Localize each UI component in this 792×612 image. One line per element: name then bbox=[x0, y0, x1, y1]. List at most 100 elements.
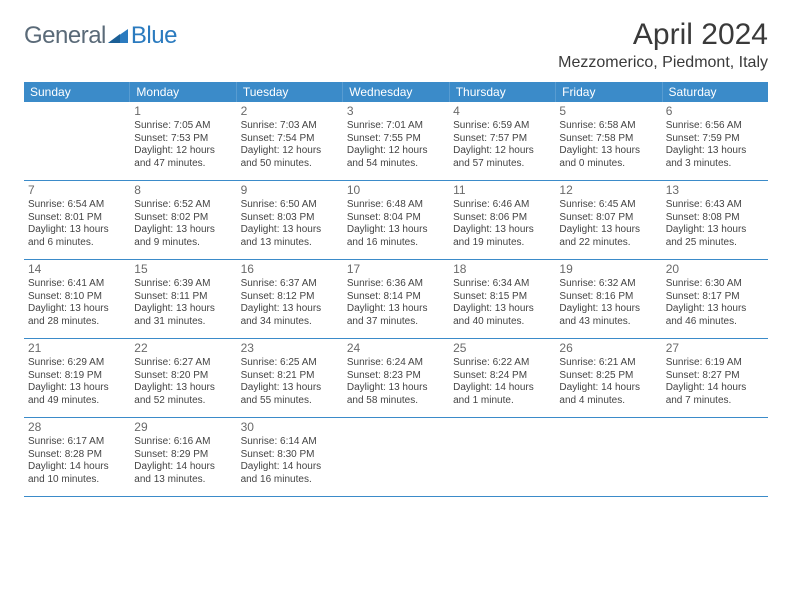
day-cell bbox=[555, 418, 661, 496]
sunrise-line: Sunrise: 6:24 AM bbox=[347, 357, 445, 370]
sunrise-line: Sunrise: 6:54 AM bbox=[28, 199, 126, 212]
weekday-header: Friday bbox=[556, 82, 662, 102]
daylight-line: Daylight: 13 hours and 55 minutes. bbox=[241, 382, 339, 407]
day-cell bbox=[449, 418, 555, 496]
sunset-line: Sunset: 8:23 PM bbox=[347, 370, 445, 383]
day-number: 12 bbox=[559, 183, 657, 198]
sunrise-line: Sunrise: 6:43 AM bbox=[666, 199, 764, 212]
daylight-line: Daylight: 13 hours and 28 minutes. bbox=[28, 303, 126, 328]
day-number: 27 bbox=[666, 341, 764, 356]
sunset-line: Sunset: 8:02 PM bbox=[134, 212, 232, 225]
day-number: 20 bbox=[666, 262, 764, 277]
sunset-line: Sunset: 7:58 PM bbox=[559, 133, 657, 146]
day-cell: 12Sunrise: 6:45 AMSunset: 8:07 PMDayligh… bbox=[555, 181, 661, 259]
day-number: 26 bbox=[559, 341, 657, 356]
sunrise-line: Sunrise: 6:41 AM bbox=[28, 278, 126, 291]
daylight-line: Daylight: 14 hours and 4 minutes. bbox=[559, 382, 657, 407]
sunrise-line: Sunrise: 7:05 AM bbox=[134, 120, 232, 133]
day-cell: 15Sunrise: 6:39 AMSunset: 8:11 PMDayligh… bbox=[130, 260, 236, 338]
week-row: 7Sunrise: 6:54 AMSunset: 8:01 PMDaylight… bbox=[24, 181, 768, 260]
day-number: 8 bbox=[134, 183, 232, 198]
daylight-line: Daylight: 14 hours and 13 minutes. bbox=[134, 461, 232, 486]
day-cell: 25Sunrise: 6:22 AMSunset: 8:24 PMDayligh… bbox=[449, 339, 555, 417]
day-number: 13 bbox=[666, 183, 764, 198]
sunrise-line: Sunrise: 6:58 AM bbox=[559, 120, 657, 133]
day-number: 2 bbox=[241, 104, 339, 119]
sunrise-line: Sunrise: 6:25 AM bbox=[241, 357, 339, 370]
daylight-line: Daylight: 13 hours and 22 minutes. bbox=[559, 224, 657, 249]
day-cell: 18Sunrise: 6:34 AMSunset: 8:15 PMDayligh… bbox=[449, 260, 555, 338]
day-number: 9 bbox=[241, 183, 339, 198]
sunrise-line: Sunrise: 6:16 AM bbox=[134, 436, 232, 449]
daylight-line: Daylight: 13 hours and 0 minutes. bbox=[559, 145, 657, 170]
week-row: 14Sunrise: 6:41 AMSunset: 8:10 PMDayligh… bbox=[24, 260, 768, 339]
daylight-line: Daylight: 12 hours and 47 minutes. bbox=[134, 145, 232, 170]
day-cell: 23Sunrise: 6:25 AMSunset: 8:21 PMDayligh… bbox=[237, 339, 343, 417]
sunrise-line: Sunrise: 6:27 AM bbox=[134, 357, 232, 370]
day-cell bbox=[24, 102, 130, 180]
day-cell: 5Sunrise: 6:58 AMSunset: 7:58 PMDaylight… bbox=[555, 102, 661, 180]
sunrise-line: Sunrise: 6:39 AM bbox=[134, 278, 232, 291]
day-number: 21 bbox=[28, 341, 126, 356]
daylight-line: Daylight: 13 hours and 58 minutes. bbox=[347, 382, 445, 407]
sunset-line: Sunset: 8:21 PM bbox=[241, 370, 339, 383]
sunset-line: Sunset: 8:06 PM bbox=[453, 212, 551, 225]
sunset-line: Sunset: 8:30 PM bbox=[241, 449, 339, 462]
sunrise-line: Sunrise: 6:19 AM bbox=[666, 357, 764, 370]
day-cell: 17Sunrise: 6:36 AMSunset: 8:14 PMDayligh… bbox=[343, 260, 449, 338]
sunset-line: Sunset: 7:59 PM bbox=[666, 133, 764, 146]
sunrise-line: Sunrise: 6:50 AM bbox=[241, 199, 339, 212]
day-number: 25 bbox=[453, 341, 551, 356]
daylight-line: Daylight: 13 hours and 19 minutes. bbox=[453, 224, 551, 249]
sunset-line: Sunset: 8:14 PM bbox=[347, 291, 445, 304]
daylight-line: Daylight: 13 hours and 9 minutes. bbox=[134, 224, 232, 249]
daylight-line: Daylight: 12 hours and 50 minutes. bbox=[241, 145, 339, 170]
weekday-header: Tuesday bbox=[237, 82, 343, 102]
sunrise-line: Sunrise: 6:36 AM bbox=[347, 278, 445, 291]
header: General Blue April 2024 Mezzomerico, Pie… bbox=[24, 18, 768, 72]
weekday-header: Saturday bbox=[663, 82, 768, 102]
page-title: April 2024 bbox=[558, 18, 768, 52]
day-cell bbox=[662, 418, 768, 496]
sunrise-line: Sunrise: 6:30 AM bbox=[666, 278, 764, 291]
day-cell: 14Sunrise: 6:41 AMSunset: 8:10 PMDayligh… bbox=[24, 260, 130, 338]
location-subtitle: Mezzomerico, Piedmont, Italy bbox=[558, 54, 768, 72]
sunset-line: Sunset: 8:24 PM bbox=[453, 370, 551, 383]
day-number: 22 bbox=[134, 341, 232, 356]
daylight-line: Daylight: 14 hours and 7 minutes. bbox=[666, 382, 764, 407]
sunset-line: Sunset: 8:16 PM bbox=[559, 291, 657, 304]
sunrise-line: Sunrise: 6:37 AM bbox=[241, 278, 339, 291]
weekday-header: Thursday bbox=[450, 82, 556, 102]
daylight-line: Daylight: 13 hours and 16 minutes. bbox=[347, 224, 445, 249]
daylight-line: Daylight: 13 hours and 52 minutes. bbox=[134, 382, 232, 407]
day-number: 30 bbox=[241, 420, 339, 435]
day-number: 7 bbox=[28, 183, 126, 198]
day-number: 4 bbox=[453, 104, 551, 119]
day-cell: 7Sunrise: 6:54 AMSunset: 8:01 PMDaylight… bbox=[24, 181, 130, 259]
sunrise-line: Sunrise: 6:52 AM bbox=[134, 199, 232, 212]
day-cell: 30Sunrise: 6:14 AMSunset: 8:30 PMDayligh… bbox=[237, 418, 343, 496]
daylight-line: Daylight: 13 hours and 25 minutes. bbox=[666, 224, 764, 249]
daylight-line: Daylight: 13 hours and 34 minutes. bbox=[241, 303, 339, 328]
sunset-line: Sunset: 7:55 PM bbox=[347, 133, 445, 146]
sunset-line: Sunset: 8:03 PM bbox=[241, 212, 339, 225]
day-cell: 4Sunrise: 6:59 AMSunset: 7:57 PMDaylight… bbox=[449, 102, 555, 180]
sunrise-line: Sunrise: 6:59 AM bbox=[453, 120, 551, 133]
sunset-line: Sunset: 8:04 PM bbox=[347, 212, 445, 225]
day-cell: 9Sunrise: 6:50 AMSunset: 8:03 PMDaylight… bbox=[237, 181, 343, 259]
day-number: 29 bbox=[134, 420, 232, 435]
sunset-line: Sunset: 8:08 PM bbox=[666, 212, 764, 225]
sunrise-line: Sunrise: 6:17 AM bbox=[28, 436, 126, 449]
sunrise-line: Sunrise: 7:03 AM bbox=[241, 120, 339, 133]
day-number: 19 bbox=[559, 262, 657, 277]
sunset-line: Sunset: 8:27 PM bbox=[666, 370, 764, 383]
sunset-line: Sunset: 8:25 PM bbox=[559, 370, 657, 383]
logo-triangle-icon bbox=[108, 27, 130, 45]
day-cell: 19Sunrise: 6:32 AMSunset: 8:16 PMDayligh… bbox=[555, 260, 661, 338]
daylight-line: Daylight: 13 hours and 43 minutes. bbox=[559, 303, 657, 328]
week-row: 21Sunrise: 6:29 AMSunset: 8:19 PMDayligh… bbox=[24, 339, 768, 418]
day-cell: 11Sunrise: 6:46 AMSunset: 8:06 PMDayligh… bbox=[449, 181, 555, 259]
day-number: 18 bbox=[453, 262, 551, 277]
day-cell: 8Sunrise: 6:52 AMSunset: 8:02 PMDaylight… bbox=[130, 181, 236, 259]
sunrise-line: Sunrise: 6:45 AM bbox=[559, 199, 657, 212]
